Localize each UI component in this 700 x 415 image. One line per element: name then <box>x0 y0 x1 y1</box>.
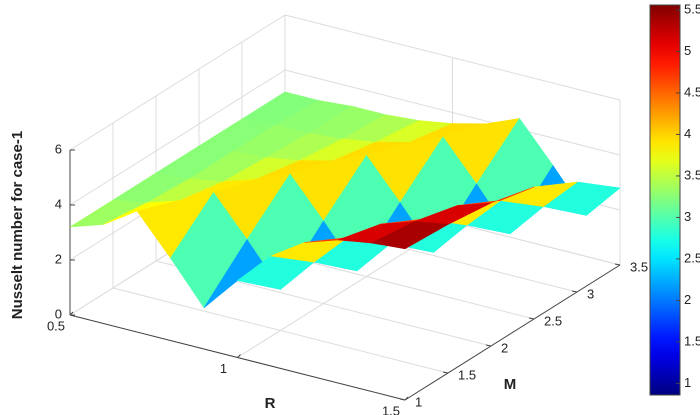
x-tick-label: 1.5 <box>382 403 400 415</box>
colorbar-tick-label: 4.5 <box>684 84 700 99</box>
tick-mark <box>528 317 535 320</box>
y-tick-label: 1 <box>415 394 422 409</box>
colorbar-tick-label: 5.5 <box>684 1 700 16</box>
tick-mark <box>404 396 409 401</box>
surface-patch <box>370 221 449 250</box>
z-axis-label: Nusselt number for case-1 <box>9 131 26 319</box>
y-tick-label: 1.5 <box>458 367 476 382</box>
y-tick-label: 3.5 <box>630 259 648 274</box>
y-tick-label: 2 <box>501 340 508 355</box>
colorbar-tick-label: 3 <box>684 209 691 224</box>
colorbar-tick-label: 3.5 <box>684 167 700 182</box>
z-tick-label: 0 <box>55 306 62 321</box>
colorbar-tick-label: 5 <box>684 43 691 58</box>
axis-line <box>404 264 621 401</box>
colorbar-tick-label: 2 <box>684 292 691 307</box>
x-tick-label: 0.5 <box>47 318 65 333</box>
y-tick-label: 2.5 <box>544 313 562 328</box>
colorbar-tick-label: 1 <box>684 375 691 390</box>
grid-line <box>69 14 286 151</box>
colorbar-tick-label: 1.5 <box>684 333 700 348</box>
grid-line <box>112 287 449 374</box>
tick-mark <box>399 398 406 401</box>
colorbar <box>649 4 681 396</box>
colorbar-tick-label: 2.5 <box>684 250 700 265</box>
z-tick-label: 4 <box>55 196 62 211</box>
grid-line <box>69 69 286 206</box>
tick-mark <box>69 311 74 316</box>
tick-mark <box>237 354 241 358</box>
tick-mark <box>571 290 578 293</box>
z-tick-label: 6 <box>55 141 62 156</box>
surface-patch <box>69 199 148 228</box>
tick-mark <box>614 263 621 266</box>
y-axis-label: M <box>504 376 517 393</box>
tick-mark <box>442 371 449 374</box>
colorbar-tick-label: 4 <box>684 126 691 141</box>
z-tick-label: 2 <box>55 251 62 266</box>
y-tick-label: 3 <box>587 286 594 301</box>
surface <box>69 91 621 309</box>
x-tick-label: 1 <box>220 361 227 376</box>
x-axis-label: R <box>265 395 276 412</box>
tick-mark <box>485 344 492 347</box>
